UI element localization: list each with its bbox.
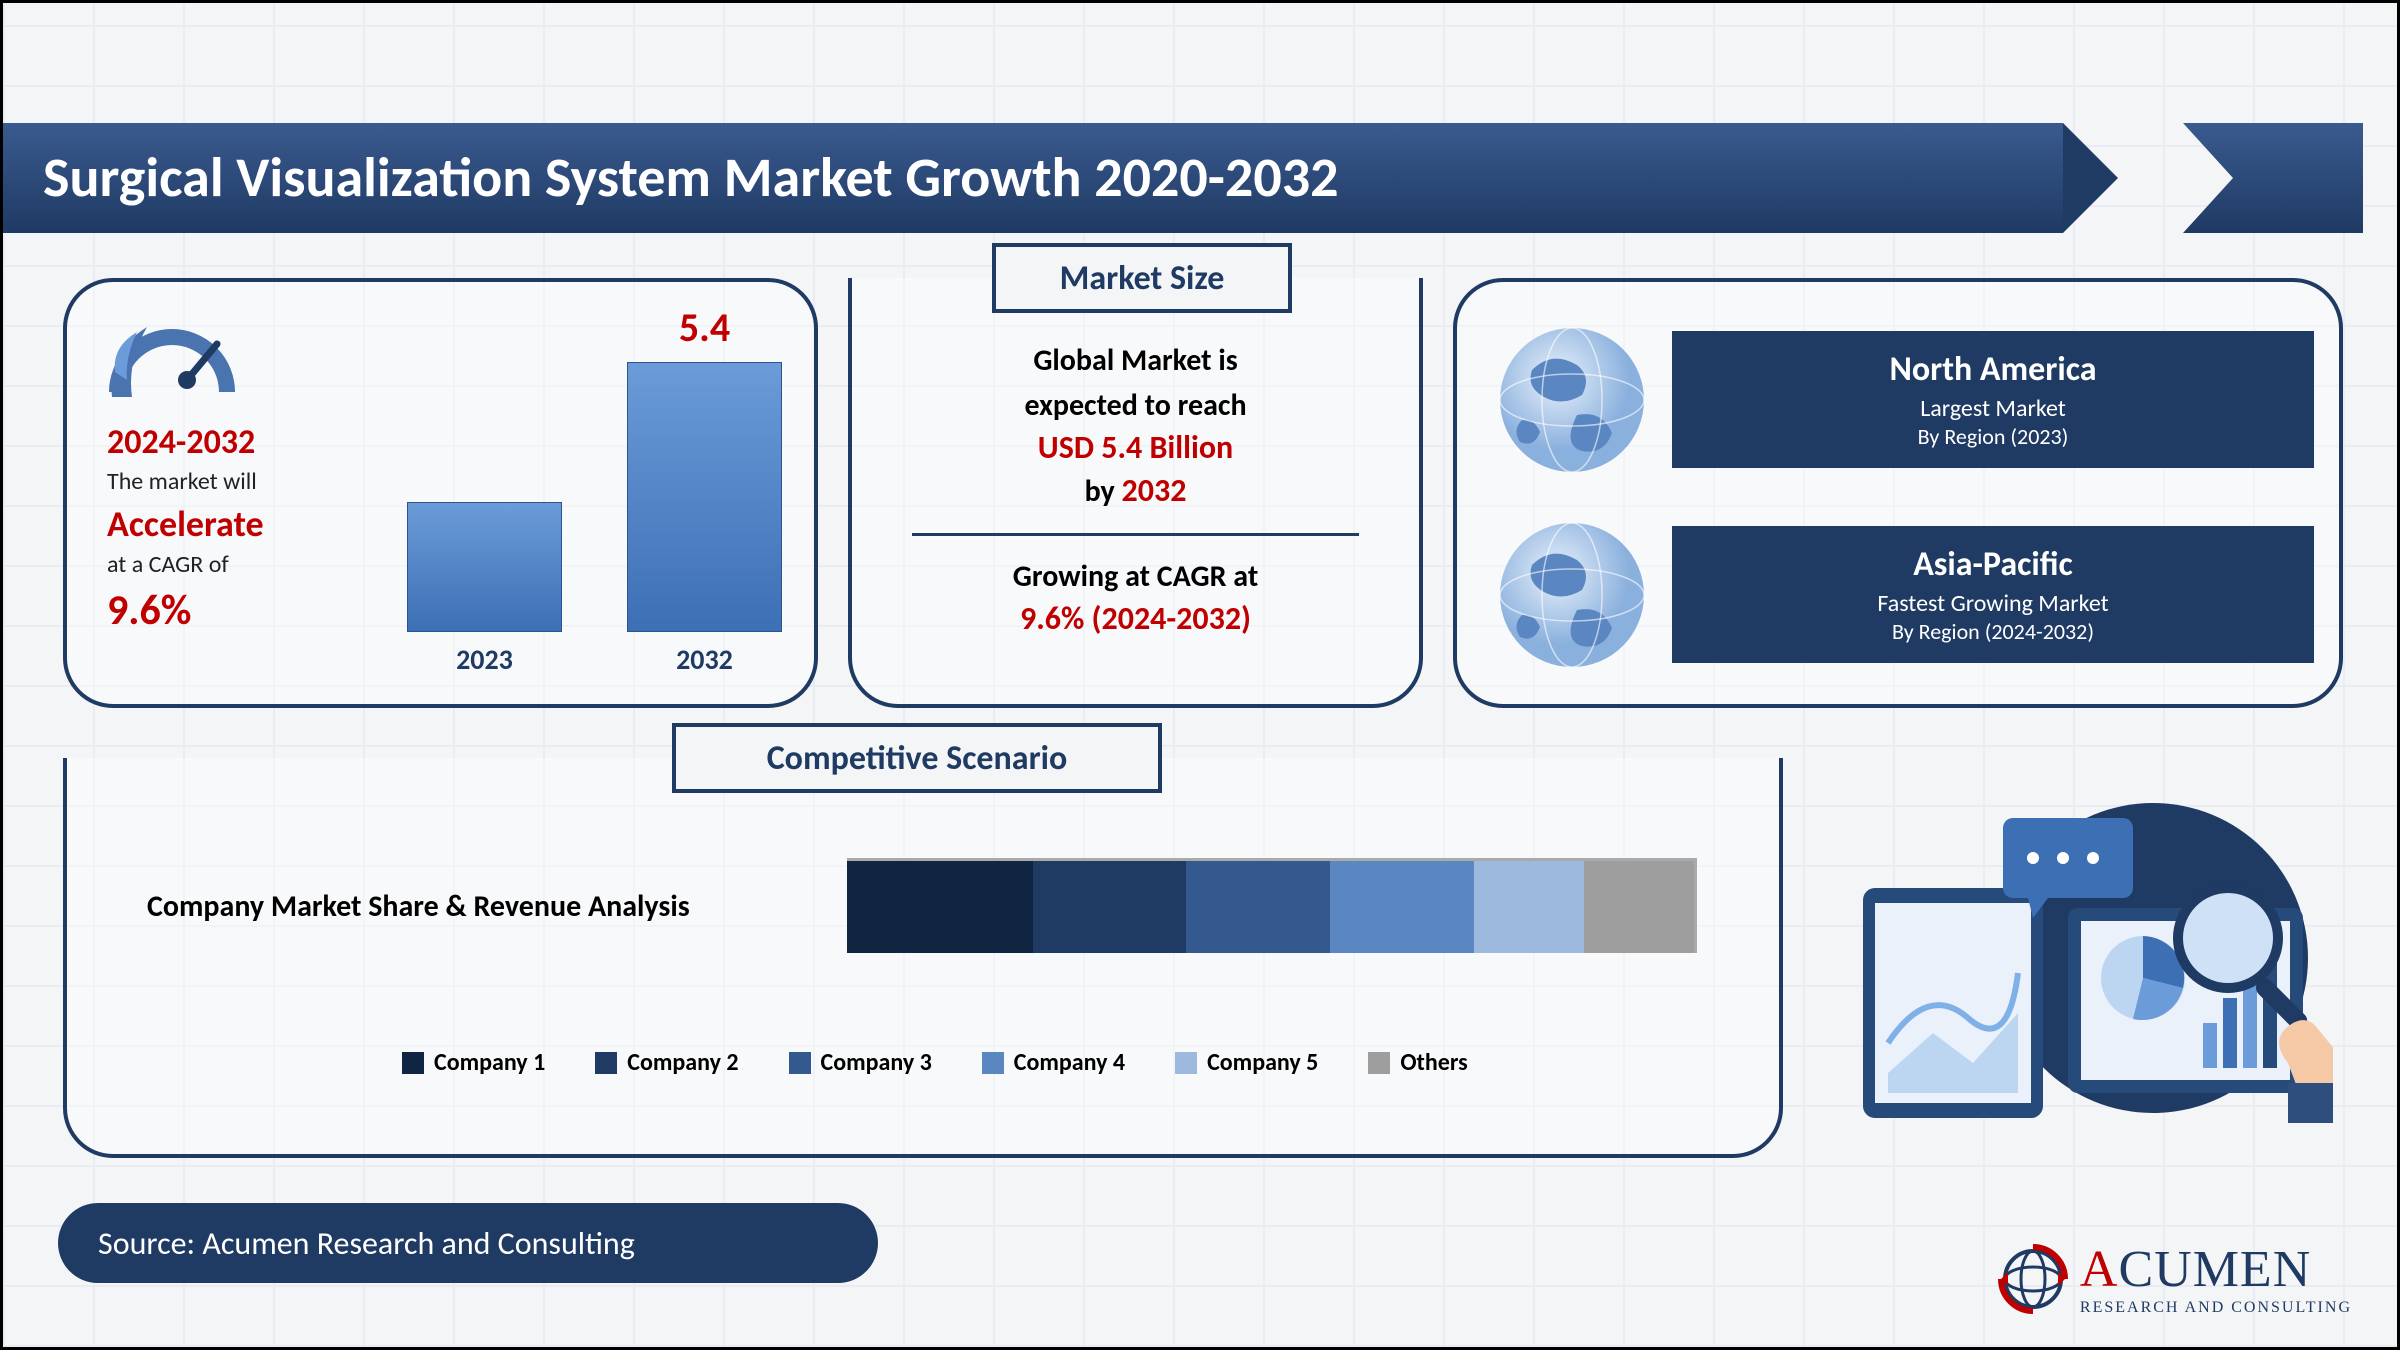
region-sub1: Fastest Growing Market xyxy=(1697,589,2289,618)
ms-cagr: 9.6% (2024-2032) xyxy=(882,599,1389,638)
region-name: Asia-Pacific xyxy=(1697,544,2289,585)
chart-x-label: 2032 xyxy=(627,642,782,677)
stacked-segment xyxy=(1033,861,1185,953)
ribbon-arrow-tail xyxy=(2183,123,2363,233)
legend-label: Company 4 xyxy=(1014,1048,1125,1077)
ms-divider xyxy=(912,533,1359,536)
competitive-legend: Company 1 Company 2 Company 3 Company 4 Comp… xyxy=(402,1048,1468,1077)
stacked-segment xyxy=(1186,861,1330,953)
legend-swatch xyxy=(595,1052,617,1074)
logo-brand: ACUMEN xyxy=(2080,1240,2352,1299)
region-row: North America Largest MarketBy Region (20… xyxy=(1482,317,2314,482)
market-share-stacked-bar xyxy=(847,858,1697,953)
stacked-segment xyxy=(1474,861,1584,953)
chart-bar xyxy=(407,502,562,632)
growth-text-block: 2024-2032 The market will Accelerate at … xyxy=(107,422,407,636)
globe-icon xyxy=(1482,320,1662,480)
region-sub2: By Region (2023) xyxy=(1697,423,2289,450)
ms-by-year: 2032 xyxy=(1122,471,1187,510)
growth-range: 2024-2032 xyxy=(107,422,407,463)
chart-bar xyxy=(627,362,782,632)
legend-item: Company 5 xyxy=(1175,1048,1318,1077)
region-name: North America xyxy=(1697,349,2289,390)
stacked-segment xyxy=(847,861,1033,953)
analytics-illustration-icon xyxy=(1833,783,2333,1153)
competitive-label: Company Market Share & Revenue Analysis xyxy=(147,888,690,925)
legend-swatch xyxy=(1368,1052,1390,1074)
growth-accelerate: Accelerate xyxy=(107,502,407,546)
legend-item: Company 3 xyxy=(789,1048,932,1077)
legend-label: Others xyxy=(1400,1048,1467,1077)
logo-subtitle: RESEARCH AND CONSULTING xyxy=(2080,1299,2352,1317)
growth-panel: 2024-2032 The market will Accelerate at … xyxy=(63,278,818,708)
chart-value-label: 5.4 xyxy=(627,303,782,352)
legend-swatch xyxy=(402,1052,424,1074)
legend-item: Company 1 xyxy=(402,1048,545,1077)
logo-text: ACUMEN RESEARCH AND CONSULTING xyxy=(2080,1240,2352,1317)
header-ribbon: Surgical Visualization System Market Gro… xyxy=(3,123,2400,233)
ms-by-prefix: by xyxy=(1085,473,1122,510)
legend-label: Company 2 xyxy=(627,1048,738,1077)
legend-label: Company 5 xyxy=(1207,1048,1318,1077)
globe-logo-icon xyxy=(1998,1244,2068,1314)
legend-item: Others xyxy=(1368,1048,1467,1077)
legend-label: Company 3 xyxy=(821,1048,932,1077)
growth-bar-chart: 202320325.4 xyxy=(397,322,797,682)
stacked-segment xyxy=(1330,861,1474,953)
region-box: North America Largest MarketBy Region (20… xyxy=(1672,331,2314,468)
growth-cagr: 9.6% xyxy=(107,585,407,636)
ribbon-main: Surgical Visualization System Market Gro… xyxy=(3,123,2063,233)
stacked-segment xyxy=(1584,861,1694,953)
ms-line3: Growing at CAGR at xyxy=(882,554,1389,599)
region-sub1: Largest Market xyxy=(1697,394,2289,423)
legend-swatch xyxy=(982,1052,1004,1074)
market-size-panel: Market Size Global Market is expected to… xyxy=(848,278,1423,708)
growth-line1: The market will xyxy=(107,467,407,496)
growth-line2: at a CAGR of xyxy=(107,550,407,579)
legend-label: Company 1 xyxy=(434,1048,545,1077)
region-sub2: By Region (2024-2032) xyxy=(1697,618,2289,645)
competitive-panel: Competitive Scenario Company Market Shar… xyxy=(63,758,1783,1158)
ms-by: by 2032 xyxy=(882,467,1389,515)
source-text: Source: Acumen Research and Consulting xyxy=(98,1224,635,1263)
market-size-header: Market Size xyxy=(992,243,1292,313)
ms-value: USD 5.4 Billion xyxy=(882,428,1389,467)
speed-gauge-icon xyxy=(107,302,237,402)
source-pill: Source: Acumen Research and Consulting xyxy=(58,1203,878,1283)
ms-line1b: expected to reach xyxy=(882,383,1389,428)
region-row: Asia-Pacific Fastest Growing MarketBy Reg… xyxy=(1482,512,2314,677)
legend-item: Company 4 xyxy=(982,1048,1125,1077)
competitive-header: Competitive Scenario xyxy=(672,723,1162,793)
region-box: Asia-Pacific Fastest Growing MarketBy Reg… xyxy=(1672,526,2314,663)
page-title: Surgical Visualization System Market Gro… xyxy=(43,144,1338,212)
regions-panel: North AmericaLargest MarketBy Region (20… xyxy=(1453,278,2343,708)
ms-line1a: Global Market is xyxy=(882,338,1389,383)
chart-x-label: 2023 xyxy=(407,642,562,677)
legend-item: Company 2 xyxy=(595,1048,738,1077)
legend-swatch xyxy=(789,1052,811,1074)
legend-swatch xyxy=(1175,1052,1197,1074)
globe-icon xyxy=(1482,515,1662,675)
brand-logo: ACUMEN RESEARCH AND CONSULTING xyxy=(1998,1240,2352,1317)
